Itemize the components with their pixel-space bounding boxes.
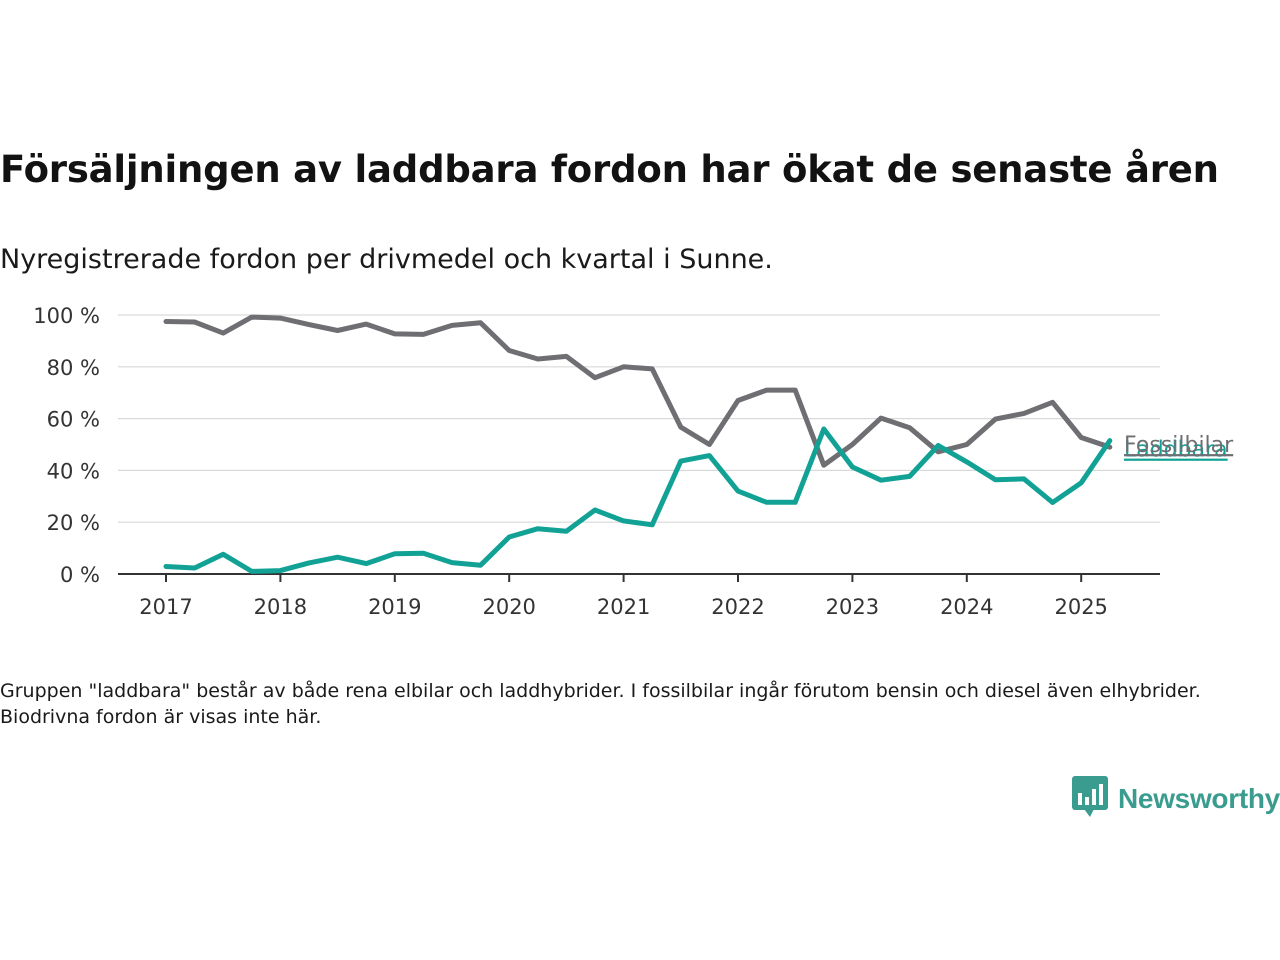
y-tick-label: 60 % [47,408,100,432]
x-tick-label: 2024 [940,595,993,619]
x-tick-label: 2019 [368,595,421,619]
y-axis-tick-labels: 0 % 20 % 40 % 60 % 80 % 100 % [33,304,100,587]
y-tick-label: 40 % [47,459,100,483]
chart-title: Försäljningen av laddbara fordon har öka… [0,148,1219,191]
newsworthy-logo[interactable]: Newsworthy [1072,776,1280,822]
y-tick-label: 80 % [47,356,100,380]
series-line-fossilbilar [163,314,1113,468]
line-chart: 0 % 20 % 40 % 60 % 80 % 100 % 2017 2018 2019 202… [33,304,1234,619]
x-tick-label: 2021 [597,595,650,619]
x-tick-label: 2022 [711,595,764,619]
chart-subtitle: Nyregistrerade fordon per drivmedel och … [0,244,773,275]
series-line-laddbara [163,426,1113,574]
gridlines [118,314,1160,523]
x-tick-label: 2023 [826,595,879,619]
x-tick-label: 2018 [254,595,307,619]
series-lines [163,314,1113,574]
y-tick-label: 100 % [33,304,100,328]
x-axis: 2017 2018 2019 2020 2021 2022 2023 2024 2025 [118,573,1160,619]
x-tick-label: 2020 [482,595,535,619]
series-label-laddbara: Laddbara [1124,438,1228,463]
x-tick-label: 2017 [139,595,192,619]
y-tick-label: 0 % [60,563,100,587]
x-tick-label: 2025 [1054,595,1107,619]
bar-chart-speech-bubble-icon [1072,776,1108,822]
series-label-fossilbilar: Fossilbilar [1124,433,1234,458]
y-tick-label: 20 % [47,511,100,535]
footnote: Gruppen "laddbara" består av både rena e… [0,680,1201,728]
brand-name: Newsworthy [1118,783,1280,814]
